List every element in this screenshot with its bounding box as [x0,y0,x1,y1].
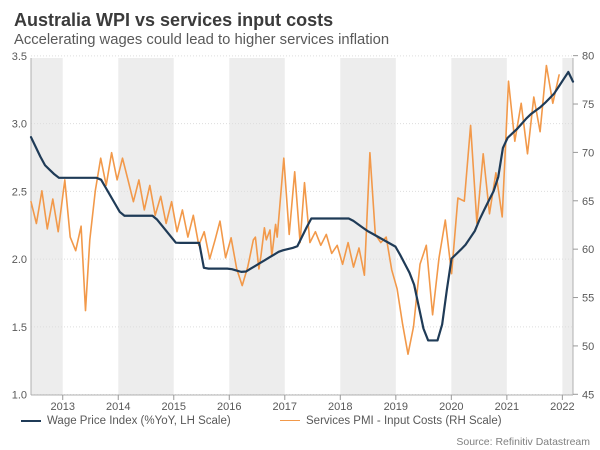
svg-text:3.5: 3.5 [12,51,27,63]
svg-text:65: 65 [582,196,594,208]
svg-text:2018: 2018 [328,401,352,413]
svg-text:2.5: 2.5 [12,186,27,198]
svg-text:80: 80 [582,51,594,63]
svg-text:2016: 2016 [217,401,241,413]
svg-text:2021: 2021 [495,401,519,413]
svg-text:3.0: 3.0 [12,119,27,131]
svg-text:2.0: 2.0 [12,254,27,266]
svg-text:50: 50 [582,341,594,353]
svg-text:55: 55 [582,293,594,305]
svg-text:2014: 2014 [106,401,130,413]
svg-text:2020: 2020 [439,401,463,413]
svg-text:1.0: 1.0 [12,390,27,402]
svg-text:2022: 2022 [550,401,574,413]
svg-text:1.5: 1.5 [12,322,27,334]
svg-text:45: 45 [582,389,594,401]
svg-text:2017: 2017 [273,401,297,413]
svg-text:75: 75 [582,99,594,111]
svg-text:70: 70 [582,147,594,159]
svg-text:2015: 2015 [162,401,186,413]
svg-text:60: 60 [582,244,594,256]
svg-text:2013: 2013 [50,401,74,413]
svg-text:2019: 2019 [384,401,408,413]
